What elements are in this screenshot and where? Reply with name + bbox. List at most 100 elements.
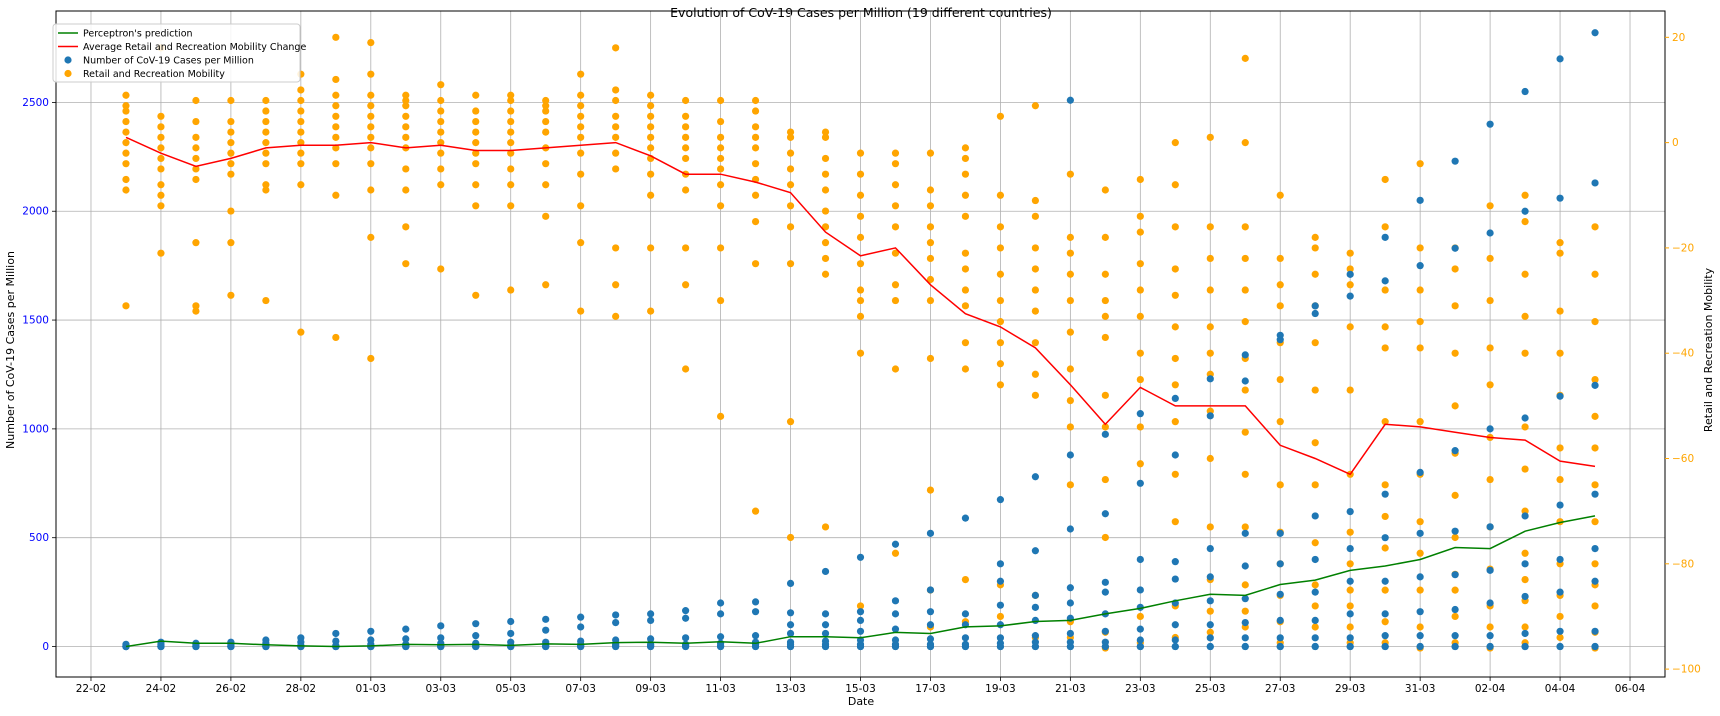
mobility-point	[1311, 339, 1319, 347]
mobility-point	[1381, 223, 1389, 231]
mobility-point	[996, 296, 1005, 305]
mobility-point	[1486, 381, 1494, 389]
mobility-point	[891, 549, 900, 557]
mobility-point	[157, 165, 165, 173]
cases-point	[1101, 638, 1109, 646]
mobility-point	[1346, 323, 1354, 331]
mobility-point	[1136, 228, 1144, 236]
x-tick-label: 07-03	[565, 683, 596, 695]
mobility-point	[1556, 475, 1564, 484]
mobility-point	[1591, 223, 1599, 231]
mobility-point	[1451, 349, 1459, 357]
cases-point	[682, 607, 690, 615]
mobility-point	[1171, 265, 1179, 273]
cases-point	[1521, 629, 1529, 638]
cases-point	[1311, 616, 1319, 625]
mobility-point	[192, 133, 200, 141]
mobility-point	[1381, 344, 1389, 352]
cases-point	[751, 632, 760, 640]
mobility-point	[1136, 286, 1144, 294]
mobility-point	[507, 107, 515, 115]
mobility-point	[961, 249, 970, 257]
mobility-point	[1136, 175, 1144, 184]
mobility-point	[1381, 323, 1389, 331]
mobility-point	[122, 102, 130, 110]
mobility-point	[227, 96, 235, 105]
mobility-point	[1416, 344, 1424, 352]
cases-point	[891, 597, 900, 605]
cases-point	[1416, 608, 1424, 616]
cases-point	[1346, 270, 1354, 278]
mobility-point	[1346, 623, 1354, 631]
mobility-point	[926, 296, 935, 305]
cases-point	[1556, 392, 1564, 400]
mobility-point	[1066, 396, 1074, 405]
cases-point	[1066, 584, 1074, 592]
cases-point	[1486, 632, 1494, 640]
cases-point	[926, 608, 935, 616]
cases-point	[1241, 377, 1249, 385]
cases-point	[1101, 627, 1109, 635]
legend-label: Average Retail and Recreation Mobility C…	[83, 42, 306, 53]
cases-point	[577, 623, 585, 631]
mobility-point	[402, 133, 410, 141]
mobility-point	[1066, 296, 1074, 305]
mobility-point	[507, 165, 515, 173]
cases-point	[1101, 430, 1109, 438]
mobility-point	[1241, 386, 1249, 394]
x-tick-label: 11-03	[705, 683, 736, 695]
mobility-point	[1346, 386, 1354, 394]
series-lines-layer	[125, 136, 1596, 648]
mobility-point	[157, 112, 165, 120]
y-tick-label: 2500	[22, 97, 49, 109]
mobility-point	[612, 123, 620, 131]
mobility-point	[227, 170, 235, 178]
cases-point	[1206, 375, 1214, 383]
mobility-point	[1101, 423, 1109, 431]
cases-point	[297, 634, 305, 642]
mobility-point	[1241, 607, 1249, 615]
mobility-point	[367, 70, 375, 78]
cases-point	[856, 627, 865, 635]
cases-point	[1591, 490, 1599, 498]
cases-point	[367, 627, 375, 635]
mobility-point	[1521, 312, 1529, 320]
mobility-point	[996, 381, 1005, 389]
mobility-point	[786, 149, 795, 157]
cases-point	[1136, 642, 1144, 651]
cases-point	[786, 579, 795, 588]
mobility-point	[577, 123, 585, 131]
mobility-point	[297, 117, 305, 126]
mobility-point	[1171, 381, 1179, 389]
mobility-point	[262, 181, 270, 189]
mobility-point	[1136, 260, 1144, 268]
cases-point	[1556, 55, 1564, 63]
mobility-point	[542, 181, 550, 189]
cases-point	[1311, 302, 1319, 310]
cases-point	[472, 632, 480, 640]
mobility-point	[1591, 412, 1599, 420]
mobility-point	[1451, 265, 1459, 273]
mobility-point	[612, 244, 620, 252]
mobility-point	[961, 302, 970, 310]
mobility-point	[891, 249, 900, 257]
mobility-point	[1521, 423, 1529, 431]
mobility-point	[1066, 233, 1074, 241]
mobility-point	[542, 160, 550, 168]
legend-swatch	[64, 69, 72, 78]
x-tick-label: 15-03	[845, 683, 876, 695]
mobility-point	[1206, 607, 1214, 615]
x-tick-label: 28-02	[286, 683, 317, 695]
mobility-point	[1521, 349, 1529, 357]
cases-point	[332, 629, 340, 638]
cases-point	[1171, 558, 1179, 566]
cases-point	[1521, 512, 1529, 520]
mobility-point	[1206, 223, 1214, 231]
mobility-point	[961, 286, 970, 294]
cases-point	[1031, 591, 1039, 599]
mobility-point	[1241, 254, 1249, 263]
mobility-point	[122, 149, 130, 157]
chart-title: Evolution of CoV-19 Cases per Million (1…	[670, 5, 1052, 20]
mobility-point	[472, 181, 480, 189]
cases-point	[1346, 634, 1354, 642]
